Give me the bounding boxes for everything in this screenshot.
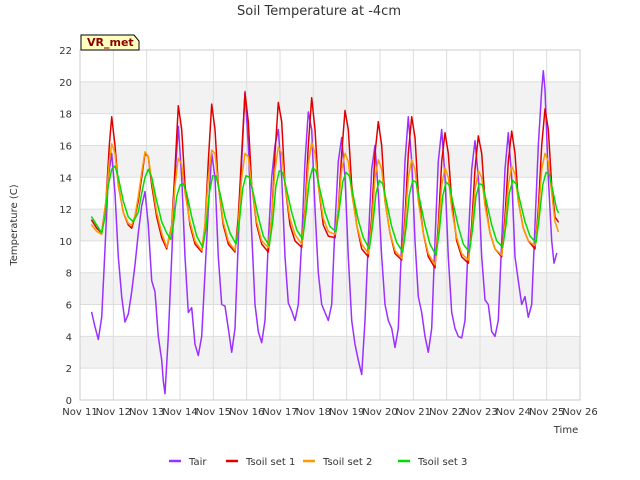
- x-tick-label: Nov 26: [562, 407, 597, 418]
- legend: Tair Tsoil set 1 Tsoil set 2 Tsoil set 3: [169, 457, 467, 468]
- series-line-3: [90, 141, 560, 266]
- legend-label-1: Tair: [188, 457, 207, 468]
- plot-band: [80, 272, 580, 305]
- x-tick-label: Nov 12: [96, 407, 131, 418]
- badge-shape: [80, 34, 140, 51]
- series-line-2: [90, 92, 560, 269]
- x-tick-label: Nov 24: [496, 407, 531, 418]
- y-axis-ticks: 0 2 4 6 8 10 12 14 16 18 20 22: [59, 46, 72, 407]
- x-tick-label: Nov 25: [529, 407, 564, 418]
- y-tick-label: 18: [59, 110, 72, 121]
- y-tick-label: 4: [66, 332, 72, 343]
- legend-label-2: Tsoil set 1: [245, 457, 295, 468]
- y-tick-label: 2: [66, 364, 72, 375]
- legend-label-4: Tsoil set 3: [417, 457, 467, 468]
- series-layer: [90, 69, 560, 395]
- x-tick-label: Nov 15: [196, 407, 231, 418]
- y-tick-label: 20: [59, 78, 72, 89]
- station-badge: VR_met: [80, 34, 140, 51]
- x-tick-label: Nov 14: [162, 407, 197, 418]
- y-tick-label: 10: [59, 237, 72, 248]
- plot-bands: [80, 81, 580, 369]
- x-tick-label: Nov 22: [429, 407, 464, 418]
- x-tick-label: Nov 18: [296, 407, 331, 418]
- y-tick-label: 0: [66, 396, 72, 407]
- x-tick-label: Nov 13: [129, 407, 164, 418]
- series-line-4: [90, 165, 560, 256]
- badge-label: VR_met: [87, 36, 134, 49]
- x-tick-label: Nov 23: [462, 407, 497, 418]
- chart-title: Soil Temperature at -4cm: [237, 4, 401, 19]
- x-tick-label: Nov 20: [362, 407, 397, 418]
- x-tick-label: Nov 11: [62, 407, 97, 418]
- x-tick-label: Nov 21: [396, 407, 431, 418]
- y-tick-label: 12: [59, 205, 72, 216]
- x-tick-label: Nov 19: [329, 407, 364, 418]
- x-tick-label: Nov 17: [262, 407, 297, 418]
- series-line-1: [90, 69, 558, 395]
- y-tick-label: 16: [59, 141, 72, 152]
- plot-band: [80, 81, 580, 114]
- y-axis-label: Temperature (C): [9, 184, 20, 266]
- y-tick-label: 14: [59, 173, 72, 184]
- plot-band: [80, 336, 580, 369]
- plot-frame: [79, 49, 581, 401]
- plot-band: [80, 145, 580, 178]
- legend-label-3: Tsoil set 2: [322, 457, 372, 468]
- y-tick-label: 8: [66, 269, 72, 280]
- y-tick-label: 6: [66, 301, 72, 312]
- x-tick-label: Nov 16: [229, 407, 264, 418]
- x-axis-label: Time: [553, 425, 578, 436]
- y-tick-label: 22: [59, 46, 72, 57]
